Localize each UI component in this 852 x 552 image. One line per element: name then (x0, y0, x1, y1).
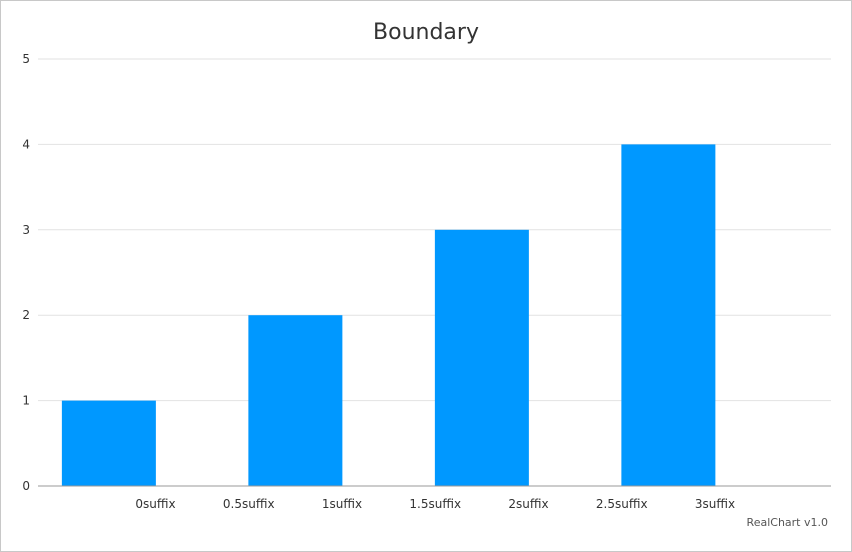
bars (61, 144, 716, 487)
y-tick-label: 0 (22, 479, 30, 493)
y-tick-label: 2 (22, 308, 30, 322)
x-tick-label: 1.5suffix (409, 497, 461, 511)
y-axis-labels: 0 1 2 3 4 5 (22, 52, 30, 493)
y-tick-label: 1 (22, 394, 30, 408)
y-tick-label: 3 (22, 223, 30, 237)
x-tick-label: 1suffix (322, 497, 362, 511)
bar[interactable] (61, 400, 156, 486)
bar[interactable] (434, 229, 529, 487)
bar[interactable] (621, 144, 716, 486)
y-tick-label: 4 (22, 137, 30, 151)
x-tick-label: 2suffix (508, 497, 548, 511)
x-tick-label: 3suffix (695, 497, 735, 511)
x-axis-labels: 0suffix 0.5suffix 1suffix 1.5suffix 2suffix 2… (135, 497, 735, 511)
x-tick-label: 0.5suffix (223, 497, 275, 511)
chart-title: Boundary (373, 20, 479, 45)
credits-label: RealChart v1.0 (746, 516, 828, 529)
y-tick-label: 5 (22, 52, 30, 66)
x-tick-label: 2.5suffix (596, 497, 648, 511)
bar[interactable] (248, 315, 343, 486)
x-tick-label: 0suffix (135, 497, 175, 511)
